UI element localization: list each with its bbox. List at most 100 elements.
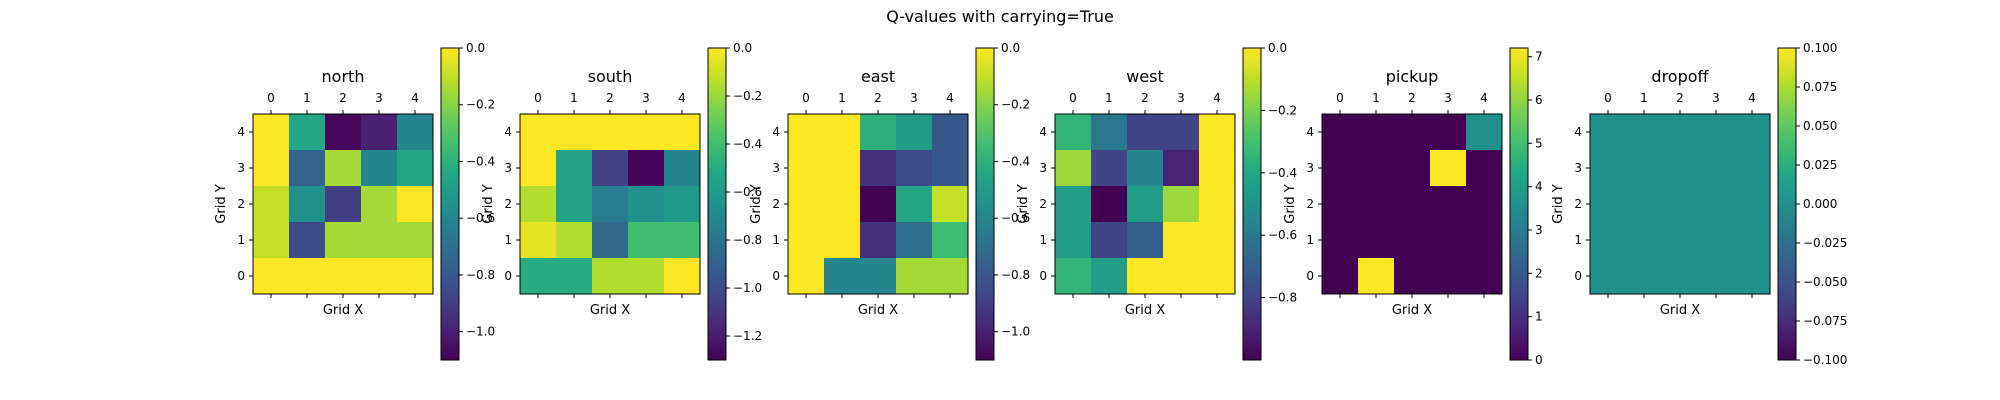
heatmap-cell (932, 150, 969, 187)
chart-title: dropoff (1651, 67, 1709, 86)
heatmap-cell (1322, 150, 1359, 187)
y-tick-label: 4 (772, 125, 780, 139)
panel-east: east 0 1 2 3 4 0 1 2 3 4 Grid X Grid Y 0.0 −0.2 −0.4 −0.… (749, 41, 1030, 361)
heatmap-cell (1322, 222, 1359, 259)
y-tick-label: 1 (1306, 233, 1314, 247)
colorbar-tick-label: −1.0 (1001, 325, 1030, 339)
y-tick-label: 0 (1039, 269, 1047, 283)
x-axis-label: Grid X (858, 303, 898, 318)
heatmap-cell (896, 186, 933, 223)
heatmap-cell (1698, 258, 1735, 295)
heatmap-cell (664, 258, 701, 295)
heatmap-cell (932, 114, 969, 151)
colorbar-tick-label: −0.6 (466, 211, 495, 225)
y-tick-label: 2 (772, 197, 780, 211)
colorbar-tick-label: −0.6 (733, 185, 762, 199)
heatmap-cell (1127, 222, 1164, 259)
x-tick-label: 4 (946, 91, 954, 105)
x-axis-label: Grid X (323, 303, 363, 318)
heatmap-cell (253, 222, 290, 259)
heatmap-cell (896, 222, 933, 259)
y-tick-label: 2 (1306, 197, 1314, 211)
heatmap-cell (1091, 186, 1128, 223)
x-tick-label: 3 (375, 91, 383, 105)
heatmap-cell (1662, 150, 1699, 187)
colorbar-tick-label: 0.000 (1803, 197, 1837, 211)
heatmap-cell (1734, 186, 1771, 223)
heatmap-cell (520, 222, 557, 259)
heatmap-cell (1091, 114, 1128, 151)
y-tick-label: 4 (1039, 125, 1047, 139)
colorbar (975, 47, 995, 361)
y-tick-label: 3 (1039, 161, 1047, 175)
colorbar-tick-label: −0.4 (1268, 166, 1297, 180)
y-tick-label: 2 (1574, 197, 1582, 211)
heatmap-cell (664, 222, 701, 259)
heatmap-cell (289, 258, 326, 295)
x-tick-label: 3 (642, 91, 650, 105)
heatmap-cell (824, 222, 861, 259)
colorbar-tick-label: 0.0 (466, 41, 485, 55)
heatmap-cell (824, 258, 861, 295)
y-axis-label: Grid Y (749, 184, 764, 223)
heatmap-cell (1734, 222, 1771, 259)
heatmap-cell (253, 186, 290, 223)
heatmap-cell (1055, 186, 1092, 223)
heatmap-cell (628, 186, 665, 223)
heatmap-cell (788, 186, 825, 223)
y-tick-label: 4 (1574, 125, 1582, 139)
colorbar-tick-label: −0.075 (1803, 314, 1847, 328)
y-tick-label: 3 (237, 161, 245, 175)
chart-title: north (322, 67, 365, 86)
colorbar (1242, 47, 1262, 361)
colorbar-tick-label: −0.2 (733, 89, 762, 103)
y-tick-label: 0 (1306, 269, 1314, 283)
heatmap-cell (520, 258, 557, 295)
heatmap-cell (788, 114, 825, 151)
heatmap-cell (1322, 258, 1359, 295)
y-axis-label: Grid Y (481, 184, 496, 223)
heatmap-cell (289, 150, 326, 187)
colorbar-tick-label: −0.2 (1001, 98, 1030, 112)
heatmap-cell (896, 258, 933, 295)
colorbar-tick-label: 0.0 (733, 41, 752, 55)
heatmap-cell (1430, 186, 1467, 223)
colorbar-tick-label: −0.4 (466, 154, 495, 168)
x-tick-label: 2 (606, 91, 614, 105)
heatmap-cell (1358, 114, 1395, 151)
heatmap-cell (788, 150, 825, 187)
heatmap-cell (664, 186, 701, 223)
heatmap-cell (556, 186, 593, 223)
heatmap-cell (1055, 114, 1092, 151)
heatmap-cell (520, 186, 557, 223)
colorbar (1777, 47, 1797, 361)
y-tick-label: 2 (504, 197, 512, 211)
colorbar (1509, 47, 1529, 361)
heatmap-cell (1091, 150, 1128, 187)
heatmap-cell (592, 114, 629, 151)
colorbar-tick-label: −0.6 (1268, 228, 1297, 242)
colorbar-tick-label: −0.2 (466, 98, 495, 112)
x-tick-label: 4 (678, 91, 686, 105)
heatmap-cell (1358, 150, 1395, 187)
heatmap-cell (664, 114, 701, 151)
heatmap-cell (1734, 258, 1771, 295)
heatmap-cell (1590, 114, 1627, 151)
heatmap-cell (1163, 150, 1200, 187)
y-tick-label: 1 (1574, 233, 1582, 247)
y-axis-label: Grid Y (1016, 184, 1031, 223)
heatmap-cell (1662, 186, 1699, 223)
heatmap-cell (1055, 222, 1092, 259)
x-tick-label: 0 (1604, 91, 1612, 105)
x-axis-label: Grid X (1125, 303, 1165, 318)
heatmap-cell (1626, 114, 1663, 151)
heatmap-cell (1091, 258, 1128, 295)
colorbar-tick-label: −0.8 (466, 268, 495, 282)
colorbar-tick-label: −1.2 (733, 329, 762, 343)
panel-north: north 0 1 2 3 4 0 1 2 3 4 Grid X Grid Y 0.0 −0.2 −0.4 −0… (214, 41, 495, 361)
heatmap-cell (1358, 186, 1395, 223)
heatmap-cell (397, 258, 434, 295)
heatmap-cell (1626, 150, 1663, 187)
heatmap-cell (556, 258, 593, 295)
